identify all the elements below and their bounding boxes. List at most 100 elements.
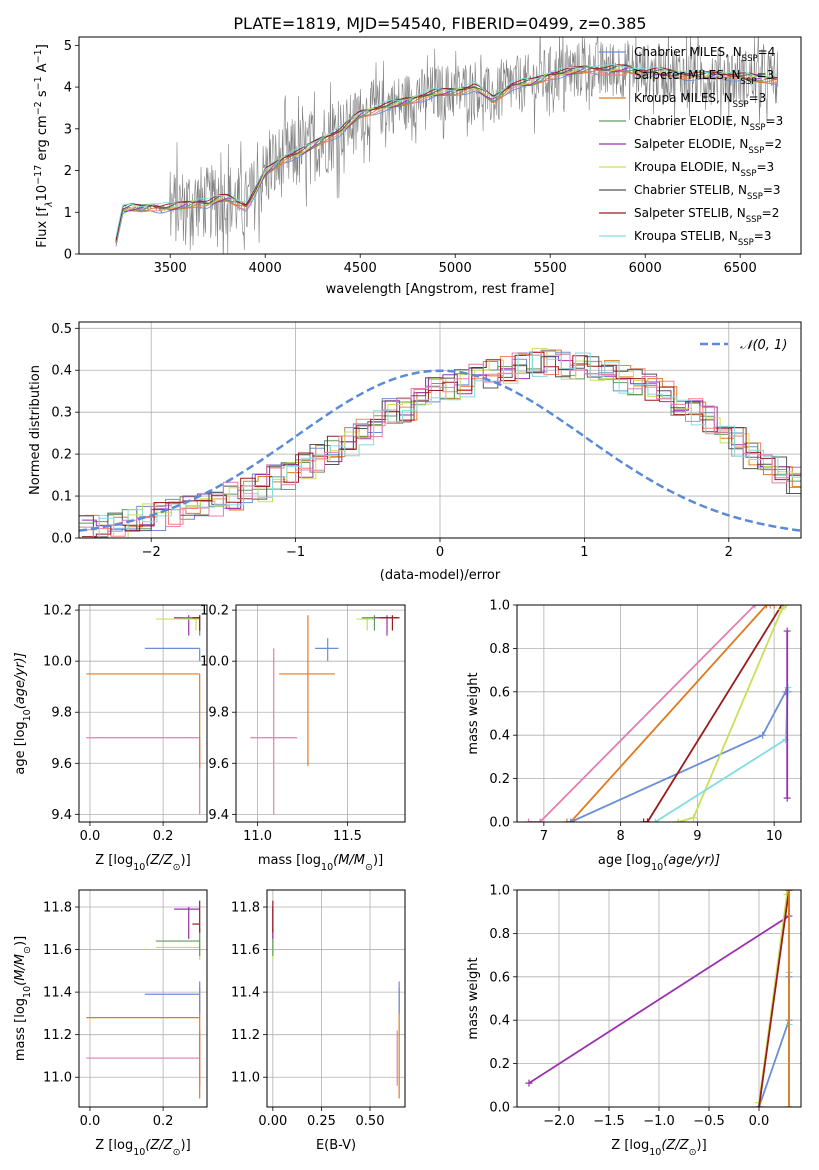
x-tick-label: 5500 (534, 261, 567, 276)
legend-tail: =3 (766, 114, 784, 128)
y-tick-label: 4 (64, 81, 72, 96)
gaussian-curve (79, 369, 801, 532)
axis-label-part: erg cm (35, 115, 50, 164)
series-marker (643, 818, 651, 822)
plot-area (86, 900, 201, 1099)
series-line-kroupa_stelib (654, 687, 789, 822)
legend-tail: =3 (754, 229, 772, 243)
y-tick-label: 9.8 (51, 706, 72, 721)
legend-label: Kroupa ELODIE, N (634, 160, 741, 174)
errorbar-point (379, 615, 400, 631)
axis-label-part: −2 (33, 101, 44, 115)
y-tick-label: 9.6 (51, 757, 72, 772)
y-tick-label: 2 (64, 164, 72, 179)
histogram-chabrier_elodie (79, 349, 801, 530)
axis-label: age [log10(age/yr)] (13, 652, 33, 774)
plot-area (86, 615, 201, 815)
axis-label-part: )] (697, 1138, 707, 1153)
y-tick-label: 0.5 (51, 322, 72, 337)
legend-entry: Kroupa ELODIE, NSSP=3 (634, 160, 774, 179)
axis-label-part: (Z/Z (145, 1138, 173, 1153)
legend-sub: SSP (738, 238, 754, 248)
axis-label-part: (Z/Z (661, 1138, 689, 1153)
legend-entry: Chabrier ELODIE, NSSP=3 (634, 114, 783, 133)
y-tick-label: 9.4 (51, 808, 72, 823)
legend-sub: SSP (746, 215, 762, 225)
model-spectrum-chabrier_elodie (115, 67, 778, 241)
y-tick-label: 5 (64, 39, 72, 54)
y-tick-label: 9.8 (208, 706, 229, 721)
histogram-chabrier_stelib (79, 356, 801, 538)
x-tick-label: 0.2 (153, 829, 174, 844)
grid (267, 890, 405, 1107)
histogram-salpeter_stelib (81, 351, 801, 538)
series-marker (751, 605, 759, 609)
y-tick-label: 11.2 (231, 1028, 260, 1043)
y-tick-label: 1.0 (489, 599, 510, 614)
series-marker (674, 818, 682, 822)
axis-label-part: (M/M (333, 853, 365, 868)
panel-residuals: −2 −1 0 1 2 0.0 0.1 0.2 0.3 0.4 0.5 𝒩(0, 1) (data-mo… (28, 321, 802, 583)
series-marker (783, 627, 791, 635)
legend-entry: Salpeter MILES, NSSP=3 (634, 68, 774, 87)
x-tick-label: 4000 (249, 261, 282, 276)
x-axis-label: (data-model)/error (380, 568, 501, 583)
x-tick-label: −2 (142, 545, 161, 560)
series-marker (778, 605, 786, 613)
y-tick-label: 0.4 (489, 729, 510, 744)
axes-frame (78, 36, 802, 255)
panel-mass_vs_ebv: 0.00 0.25 0.50 11.0 11.2 11.4 11.6 11.8 E(B-V) (231, 889, 406, 1153)
legend-label: Salpeter STELIB, N (634, 206, 746, 220)
panel-age_vs_Z: 0.0 0.29.49.69.810.010.2Z [log10(Z/Z⊙)]ag… (13, 604, 208, 873)
observed-spectrum (115, 37, 779, 254)
series-marker (536, 818, 544, 822)
errorbar-point (144, 647, 201, 662)
series-marker (785, 1103, 793, 1107)
errorbar-point (356, 617, 375, 631)
series-marker (783, 794, 791, 802)
legend-tail: =3 (756, 68, 774, 82)
panel-mass_vs_Z: 0.0 0.211.011.211.411.611.8Z [log10(Z/Z⊙)… (13, 889, 208, 1158)
axis-label-part: 10 (22, 709, 33, 721)
y-tick-label: 0.2 (489, 772, 510, 787)
y-tick-label: 10.0 (43, 655, 72, 670)
plot-area (525, 605, 792, 822)
model-spectrum-chabrier_miles (115, 69, 778, 247)
axis-label-part: 10 (649, 1147, 661, 1158)
histogram-chabrier_miles (79, 350, 801, 538)
legend-label: Chabrier STELIB, N (634, 183, 747, 197)
series-marker (755, 1103, 763, 1107)
legend-sub: SSP (748, 146, 764, 156)
y-tick-label: 0.0 (51, 532, 72, 547)
legend-tail: =4 (758, 45, 776, 59)
axis-label-part: )] (181, 1138, 191, 1153)
legend-label: Kroupa MILES, N (634, 91, 733, 105)
axis-label: mass [log10(M/M⊙)] (13, 936, 33, 1061)
y-tick-label: 0.2 (51, 448, 72, 463)
axis-label-part: mass [log (258, 853, 321, 868)
axis-label-part: ⊙ (173, 862, 181, 873)
legend-label: Chabrier ELODIE, N (634, 114, 750, 128)
legend-sub: SSP (742, 54, 758, 64)
y-tick-label: 3 (64, 122, 72, 137)
axis-label-part: Z [log (95, 853, 133, 868)
series-line-kroupa_miles (566, 605, 775, 822)
axis-label-part: age [log (13, 721, 28, 774)
x-tick-label: 6000 (629, 261, 662, 276)
errorbar-point (250, 648, 298, 815)
errorbar-point (86, 673, 201, 769)
y-tick-label: 11.6 (43, 943, 72, 958)
model-spectrum-salpeter_elodie (115, 66, 778, 241)
axis-label-part: A (35, 63, 50, 76)
axis-label-part: −1 (33, 49, 44, 63)
series-marker (766, 605, 774, 609)
x-tick-label: 6500 (724, 261, 757, 276)
errorbar-point (86, 987, 201, 1099)
axis-label-part: ⊙ (365, 862, 373, 873)
figure-title: PLATE=1819, MJD=54540, FIBERID=0499, z=0… (233, 14, 646, 33)
y-tick-label: 10.0 (200, 655, 229, 670)
y-tick-label: 11.2 (43, 1028, 72, 1043)
legend-label: Chabrier MILES, N (634, 45, 742, 59)
plot-area (250, 615, 400, 815)
axis-label-part: age [log (598, 853, 651, 868)
